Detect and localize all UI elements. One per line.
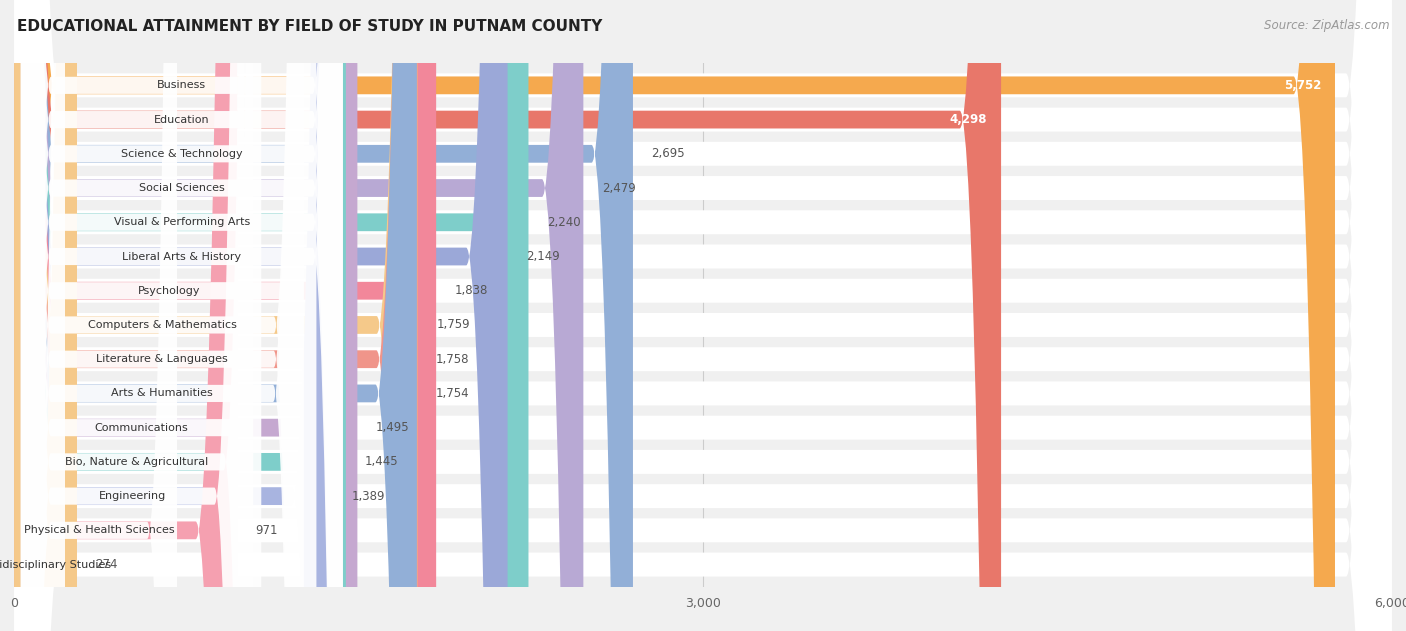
FancyBboxPatch shape [14,0,418,631]
FancyBboxPatch shape [14,0,1392,631]
Text: Literature & Languages: Literature & Languages [97,354,228,364]
Text: Engineering: Engineering [98,491,166,501]
Text: 1,389: 1,389 [352,490,385,503]
Text: 1,754: 1,754 [436,387,468,400]
FancyBboxPatch shape [14,0,1392,631]
FancyBboxPatch shape [14,0,1392,631]
FancyBboxPatch shape [14,0,346,631]
Text: Physical & Health Sciences: Physical & Health Sciences [24,526,174,535]
FancyBboxPatch shape [14,0,583,631]
FancyBboxPatch shape [14,0,529,631]
FancyBboxPatch shape [21,0,343,631]
FancyBboxPatch shape [14,0,416,631]
FancyBboxPatch shape [21,0,302,631]
FancyBboxPatch shape [14,0,1392,631]
FancyBboxPatch shape [14,0,1001,631]
FancyBboxPatch shape [21,0,304,631]
Text: 5,752: 5,752 [1284,79,1322,92]
FancyBboxPatch shape [14,0,508,631]
Text: 1,759: 1,759 [436,319,470,331]
FancyBboxPatch shape [21,0,316,631]
Text: Multidisciplinary Studies: Multidisciplinary Studies [0,560,111,570]
FancyBboxPatch shape [21,0,245,631]
FancyBboxPatch shape [14,0,1392,631]
FancyBboxPatch shape [14,0,1392,631]
FancyBboxPatch shape [14,0,1392,631]
Text: 2,479: 2,479 [602,182,636,194]
FancyBboxPatch shape [21,0,343,631]
Text: Social Sciences: Social Sciences [139,183,225,193]
Text: 1,758: 1,758 [436,353,470,366]
Text: Communications: Communications [94,423,188,433]
Text: Visual & Performing Arts: Visual & Performing Arts [114,217,250,227]
FancyBboxPatch shape [14,0,1392,631]
FancyBboxPatch shape [21,0,262,631]
FancyBboxPatch shape [14,0,333,631]
FancyBboxPatch shape [21,0,343,631]
FancyBboxPatch shape [14,0,1392,631]
FancyBboxPatch shape [14,0,418,631]
FancyBboxPatch shape [14,0,1392,631]
FancyBboxPatch shape [14,0,1392,631]
Text: 971: 971 [256,524,278,537]
Text: 1,495: 1,495 [375,421,409,434]
FancyBboxPatch shape [14,0,436,631]
FancyBboxPatch shape [14,0,1392,631]
FancyBboxPatch shape [21,0,177,631]
FancyBboxPatch shape [21,0,253,631]
Text: 1,838: 1,838 [454,284,488,297]
FancyBboxPatch shape [21,0,65,631]
Text: Education: Education [153,115,209,124]
FancyBboxPatch shape [14,0,1392,631]
FancyBboxPatch shape [21,0,343,631]
Text: EDUCATIONAL ATTAINMENT BY FIELD OF STUDY IN PUTNAM COUNTY: EDUCATIONAL ATTAINMENT BY FIELD OF STUDY… [17,19,602,34]
FancyBboxPatch shape [21,0,343,631]
Text: 1,445: 1,445 [364,456,398,468]
Text: Liberal Arts & History: Liberal Arts & History [122,252,242,261]
FancyBboxPatch shape [14,0,1392,631]
Text: Psychology: Psychology [138,286,200,296]
Text: 4,298: 4,298 [950,113,987,126]
Text: Business: Business [157,80,207,90]
Text: Science & Technology: Science & Technology [121,149,242,159]
Text: Source: ZipAtlas.com: Source: ZipAtlas.com [1264,19,1389,32]
Text: Computers & Mathematics: Computers & Mathematics [89,320,236,330]
FancyBboxPatch shape [14,0,1392,631]
FancyBboxPatch shape [14,0,1334,631]
Text: 2,695: 2,695 [651,147,685,160]
FancyBboxPatch shape [21,0,304,631]
Text: 274: 274 [96,558,118,571]
FancyBboxPatch shape [14,0,633,631]
Text: Arts & Humanities: Arts & Humanities [111,389,212,398]
Text: 2,240: 2,240 [547,216,581,229]
FancyBboxPatch shape [14,0,357,631]
Text: 2,149: 2,149 [526,250,560,263]
FancyBboxPatch shape [14,0,77,631]
FancyBboxPatch shape [21,0,343,631]
Text: Bio, Nature & Agricultural: Bio, Nature & Agricultural [66,457,208,467]
FancyBboxPatch shape [14,0,238,631]
